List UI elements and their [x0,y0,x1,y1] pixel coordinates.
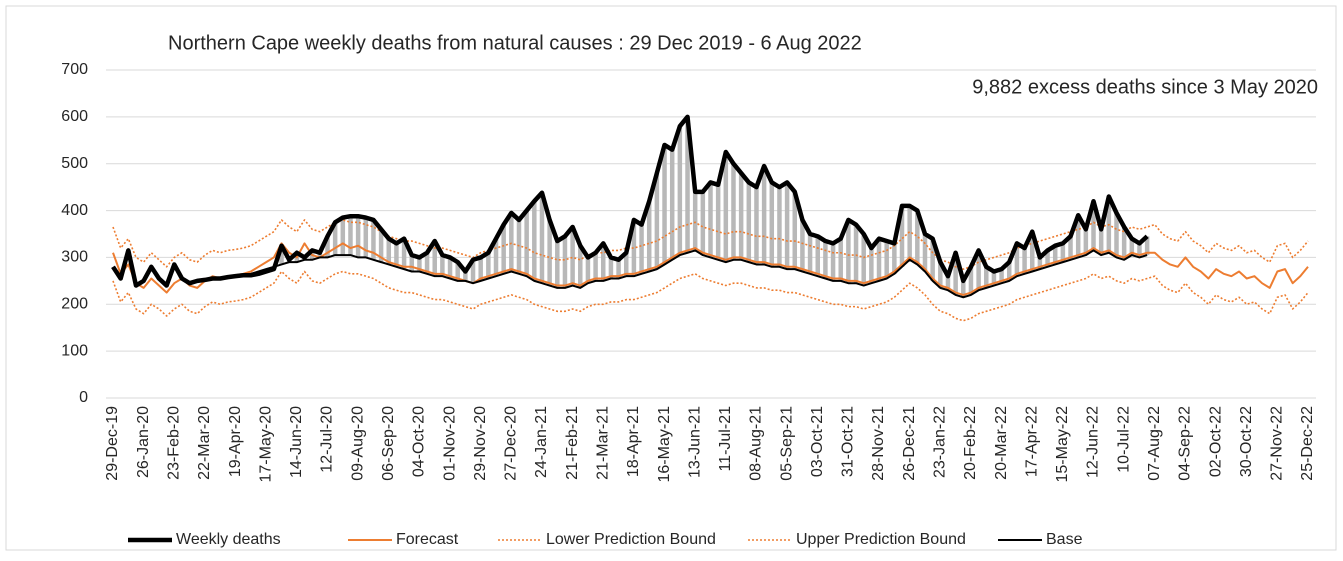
x-tick-label: 12-Jun-22 [1085,406,1102,478]
series-line [250,249,1148,299]
x-tick-label: 29-Dec-19 [104,406,121,481]
x-tick-label: 29-Nov-20 [472,406,489,481]
x-tick-label: 18-Apr-21 [625,406,642,477]
x-tick-label: 20-Mar-22 [993,406,1010,480]
x-tick-label: 31-Oct-21 [840,406,857,477]
x-tick-label: 11-Jul-21 [717,406,734,472]
x-tick-label: 02-Oct-22 [1207,406,1224,477]
x-tick-label: 12-Jul-20 [319,406,336,473]
x-tick-label: 04-Sep-22 [1177,406,1194,481]
legend-label: Lower Prediction Bound [546,531,716,548]
legend-label: Forecast [396,531,459,548]
x-tick-label: 05-Sep-21 [778,406,795,481]
x-tick-label: 20-Feb-22 [962,406,979,480]
x-tick-label: 23-Feb-20 [166,406,183,480]
series-line [112,270,1309,322]
x-tick-label: 25-Dec-22 [1299,406,1316,481]
series-line [111,114,1149,288]
x-tick-label: 17-May-20 [257,406,274,483]
x-tick-label: 26-Dec-21 [901,406,918,481]
x-tick-label: 30-Oct-22 [1238,406,1255,477]
series-line [112,242,1309,296]
legend-label: Base [1046,531,1083,548]
x-tick-label: 16-May-21 [656,406,673,483]
x-tick-label: 15-May-22 [1054,406,1071,483]
y-tick-label: 600 [61,108,88,125]
x-tick-label: 26-Jan-20 [135,406,152,478]
x-tick-label: 19-Apr-20 [227,406,244,477]
legend-label: Upper Prediction Bound [796,531,966,548]
x-tick-label: 23-Jan-22 [932,406,949,478]
x-tick-label: 21-Mar-21 [594,406,611,480]
x-tick-label: 01-Nov-20 [441,406,458,481]
x-tick-label: 08-Aug-21 [748,406,765,481]
y-tick-label: 100 [61,342,88,359]
y-tick-label: 300 [61,249,88,266]
x-tick-label: 13-Jun-21 [686,406,703,478]
x-tick-label: 04-Oct-20 [411,406,428,477]
x-tick-label: 09-Aug-20 [349,406,366,481]
x-tick-label: 17-Apr-22 [1023,406,1040,477]
x-tick-label: 03-Oct-21 [809,406,826,477]
x-tick-label: 22-Mar-20 [196,406,213,480]
annotation: 9,882 excess deaths since 3 May 2020 [972,76,1318,98]
series-line [112,219,1309,270]
y-tick-label: 200 [61,296,88,313]
y-tick-label: 500 [61,155,88,172]
x-tick-label: 27-Nov-22 [1269,406,1286,481]
x-tick-label: 28-Nov-21 [870,406,887,481]
x-tick-label: 06-Sep-20 [380,406,397,481]
chart-title: Northern Cape weekly deaths from natural… [168,32,862,54]
y-tick-label: 400 [61,202,88,219]
x-tick-label: 14-Jun-20 [288,406,305,478]
y-tick-label: 700 [61,61,88,78]
x-tick-label: 07-Aug-22 [1146,406,1163,481]
x-tick-label: 21-Feb-21 [564,406,581,480]
x-tick-label: 27-Dec-20 [503,406,520,481]
y-tick-label: 0 [79,389,88,406]
x-tick-label: 10-Jul-22 [1115,406,1132,473]
legend-label: Weekly deaths [176,531,281,548]
x-tick-label: 24-Jan-21 [533,406,550,478]
